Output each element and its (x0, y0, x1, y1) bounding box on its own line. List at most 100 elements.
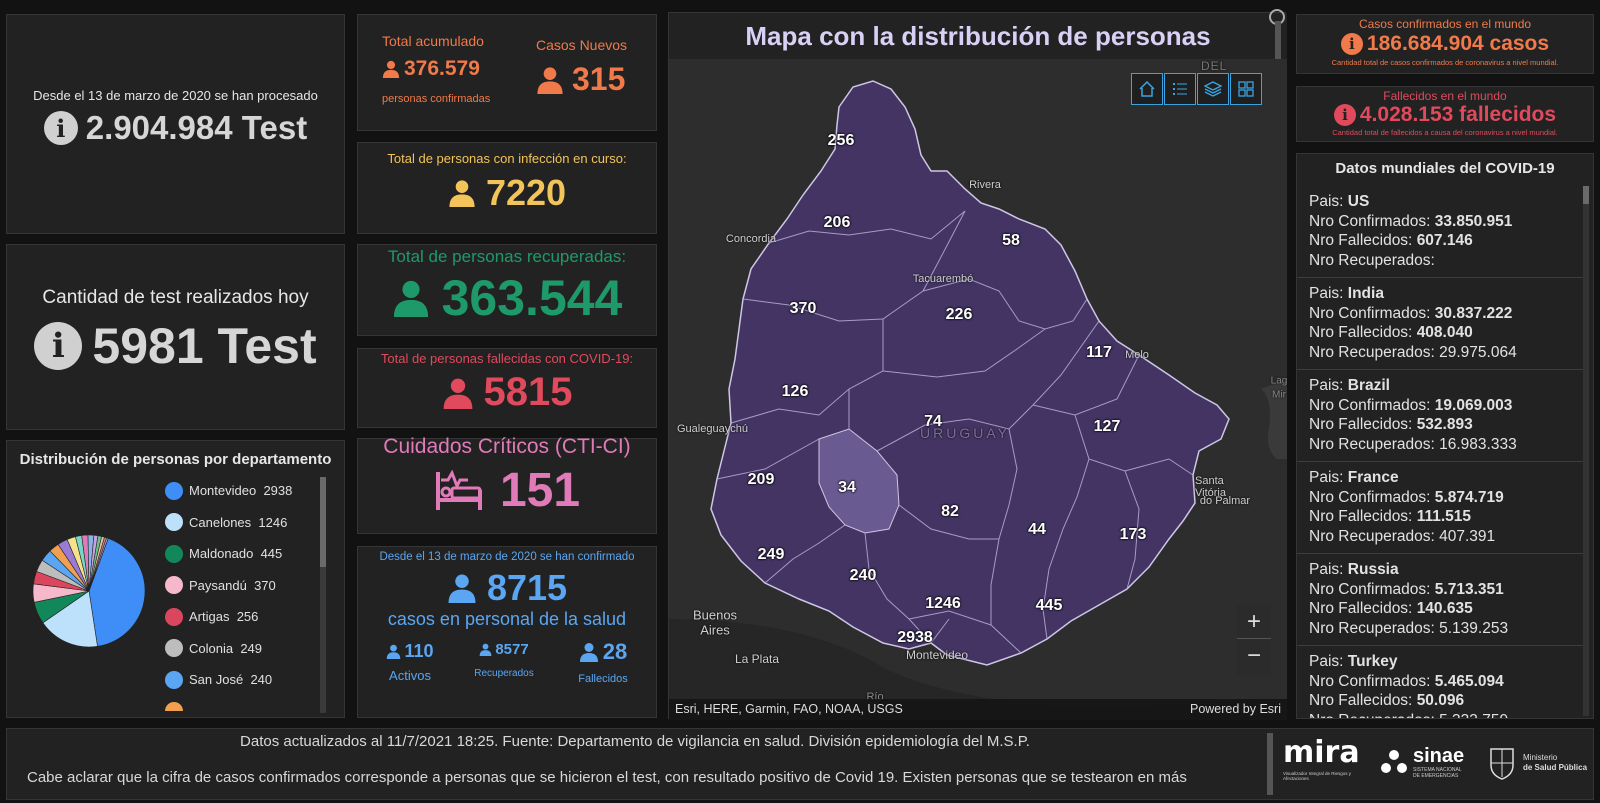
person-icon (479, 643, 492, 656)
place-buenos: Buenos (692, 607, 738, 623)
legend-item[interactable]: Canelones 1246 (165, 507, 315, 539)
uruguay-map[interactable] (669, 59, 1287, 720)
count-durazno: 74 (924, 413, 942, 430)
footer-scrollbar[interactable] (1267, 733, 1273, 795)
person-icon (387, 644, 401, 659)
list-field-value: 19.069.003 (1434, 396, 1513, 414)
legend-item[interactable]: Montevideo 2938 (165, 475, 315, 507)
home-button[interactable] (1131, 73, 1163, 105)
sinae-logo: sinae SISTEMA NACIONAL DE EMERGENCIAS (1379, 737, 1469, 787)
country-list[interactable]: Pais: US Nro Confirmados: 33.850.951 Nro F… (1297, 186, 1583, 718)
recuperados-label: Recuperados (474, 668, 534, 679)
list-field-label: Nro Confirmados: (1309, 672, 1431, 690)
legend-scrollbar[interactable] (320, 477, 326, 713)
list-scrollbar[interactable] (1583, 186, 1589, 716)
legend-value: 370 (254, 577, 276, 593)
count-paysandu: 370 (789, 300, 817, 317)
legend-item[interactable]: Artigas 256 (165, 601, 315, 633)
legend-swatch (165, 576, 183, 595)
person-icon (393, 280, 428, 317)
basemap-button[interactable] (1230, 73, 1262, 105)
country-list-item[interactable]: Pais: India Nro Confirmados: 30.837.222 Nr… (1297, 278, 1583, 370)
layers-button[interactable] (1197, 73, 1229, 105)
info-icon: i (1340, 33, 1363, 55)
powered-by-esri[interactable]: Powered by Esri (1189, 702, 1281, 716)
count-maldonado: 445 (1035, 597, 1063, 614)
list-field-value: 111.515 (1416, 508, 1472, 525)
list-field-value: Russia (1347, 561, 1399, 578)
list-field-label: Pais: (1309, 469, 1344, 486)
attribution-text: Esri, HERE, Garmin, FAO, NOAA, USGS (675, 702, 903, 716)
map-title: Mapa con la distribución de personas (745, 21, 1211, 51)
list-field-value: India (1347, 285, 1384, 302)
list-field-value: 29.975.064 (1439, 343, 1517, 361)
world-conf-note: Cantidad total de casos confirmados de c… (1331, 58, 1559, 67)
legend-item-partial[interactable] (165, 696, 315, 711)
list-field-value: 5.465.094 (1434, 672, 1504, 690)
legend-swatch (165, 702, 183, 711)
place-aires: Aires (700, 622, 730, 638)
list-field-value: 30.837.222 (1434, 304, 1513, 322)
place-gualeguaychu: Gualeguaychú (677, 423, 748, 435)
legend-item[interactable]: Colonia 249 (165, 633, 315, 665)
list-field-label: Nro Fallecidos: (1309, 692, 1413, 709)
sinae-mark-icon (1381, 750, 1407, 773)
country-list-item[interactable]: Pais: France Nro Confirmados: 5.874.719 Nr… (1297, 462, 1583, 554)
pie-slice[interactable] (88, 537, 109, 592)
place-santa-vitoria: Santa Vitória (1195, 475, 1226, 499)
count-florida: 82 (941, 503, 959, 520)
world-confirmed-card: Casos confirmados en el mundo i 186.684.… (1296, 14, 1594, 74)
legend-swatch (165, 670, 183, 689)
legend-button[interactable] (1164, 73, 1196, 105)
active-infections-card: Total de personas con infección en curso… (357, 142, 657, 234)
info-icon: i (1333, 104, 1356, 126)
zoom-in-button[interactable]: + (1237, 605, 1271, 639)
country-list-item[interactable]: Pais: Russia Nro Confirmados: 5.713.351 Nr… (1297, 554, 1583, 646)
list-field-value: 407.391 (1439, 527, 1496, 545)
legend-label: San José (189, 672, 244, 688)
world-conf-value: 186.684.904 casos (1366, 32, 1550, 55)
curso-value: 7220 (485, 172, 567, 213)
legend-item[interactable]: Maldonado 445 (165, 538, 315, 570)
fall-value: 5815 (483, 370, 573, 414)
pie-slice[interactable] (42, 590, 98, 648)
person-icon (443, 378, 472, 409)
zoom-out-button[interactable]: − (1246, 642, 1261, 669)
list-title: Datos mundiales del COVID-19 (1335, 160, 1555, 177)
list-field-value: US (1347, 193, 1370, 210)
place-melo: Melo (1125, 349, 1149, 361)
grid-icon (1238, 81, 1254, 97)
list-field-value: 5.333.759 (1439, 712, 1508, 719)
count-rocha: 173 (1119, 526, 1147, 543)
list-field-value: Turkey (1347, 653, 1398, 670)
tests-caption: Desde el 13 de marzo de 2020 se han proc… (33, 88, 318, 103)
count-salto: 206 (823, 214, 851, 231)
new-cases-label: Casos Nuevos (536, 37, 628, 53)
person-icon (449, 180, 475, 207)
department-pie-chart[interactable] (29, 531, 149, 651)
world-conf-label: Casos confirmados en el mundo (1358, 17, 1532, 31)
legend-item[interactable]: San José 240 (165, 664, 315, 696)
list-field-value: Brazil (1347, 377, 1390, 394)
curso-label: Total de personas con infección en curso… (387, 151, 627, 166)
uruguay-shield-icon (1490, 748, 1514, 780)
list-field-label: Pais: (1309, 377, 1344, 394)
country-label: URUGUAY (920, 425, 1010, 441)
home-icon (1139, 80, 1155, 97)
country-list-item[interactable]: Pais: US Nro Confirmados: 33.850.951 Nro F… (1297, 186, 1583, 278)
list-field-value: 5.713.351 (1434, 580, 1504, 598)
list-field-value: 532.893 (1416, 416, 1473, 433)
list-field-label: Nro Confirmados: (1309, 580, 1431, 598)
hospital-bed-icon (435, 469, 482, 510)
legend-item[interactable]: Paysandú 370 (165, 570, 315, 602)
legend-swatch (165, 607, 183, 626)
list-field-label: Nro Confirmados: (1309, 304, 1431, 322)
map-scrollbar[interactable] (1275, 21, 1281, 59)
place-concordia: Concordia (725, 233, 777, 245)
recuperados-value: 8577 (495, 641, 529, 658)
country-list-item[interactable]: Pais: Turkey Nro Confirmados: 5.465.094 Nr… (1297, 646, 1583, 718)
country-list-item[interactable]: Pais: Brazil Nro Confirmados: 19.069.003 N… (1297, 370, 1583, 462)
footer: Datos actualizados al 11/7/2021 18:25. F… (6, 728, 1594, 800)
list-field-value: 16.983.333 (1439, 435, 1517, 453)
pie-slice[interactable] (88, 538, 146, 647)
